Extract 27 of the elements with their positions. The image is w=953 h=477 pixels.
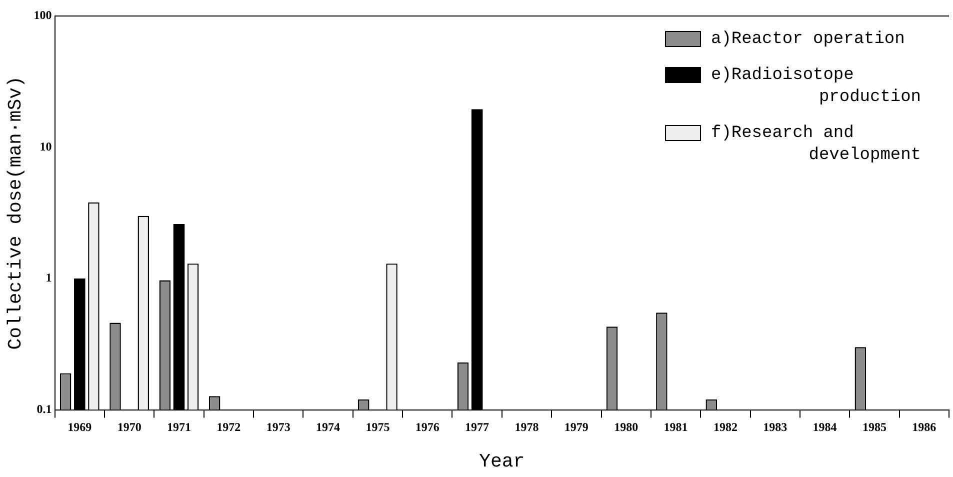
x-tick-label: 1973: [266, 420, 290, 434]
y-tick-label: 10: [40, 139, 52, 154]
x-tick-label: 1980: [614, 420, 638, 434]
x-tick-label: 1979: [564, 420, 588, 434]
y-tick-label: 1: [46, 270, 52, 285]
x-tick-label: 1978: [514, 420, 539, 434]
x-tick-label: 1970: [117, 420, 142, 434]
x-tick-label: 1983: [763, 420, 788, 434]
x-tick-label: 1985: [862, 420, 886, 434]
legend-label: f)Research and development: [711, 124, 921, 165]
x-tick-label: 1971: [166, 420, 191, 434]
legend-label: a)Reactor operation: [711, 30, 905, 49]
x-tick-label: 1976: [415, 420, 440, 434]
x-tick-label: 1975: [366, 420, 390, 434]
x-tick-label: 1977: [465, 420, 490, 434]
x-tick-label: 1986: [912, 420, 936, 434]
x-tick-label: 1969: [68, 420, 92, 434]
y-axis-title: Collective dose(man·mSv): [4, 76, 26, 350]
legend-label: e)Radioisotope production: [711, 66, 922, 107]
x-tick-label: 1981: [664, 420, 688, 434]
x-axis-title: Year: [479, 450, 525, 473]
x-tick-label: 1982: [713, 420, 738, 434]
x-tick-label: 1974: [316, 420, 340, 434]
y-tick-label: 100: [34, 8, 52, 22]
x-tick-label: 1972: [216, 420, 241, 434]
y-tick-label: 0.1: [36, 402, 52, 416]
x-tick-label: 1984: [812, 420, 837, 434]
